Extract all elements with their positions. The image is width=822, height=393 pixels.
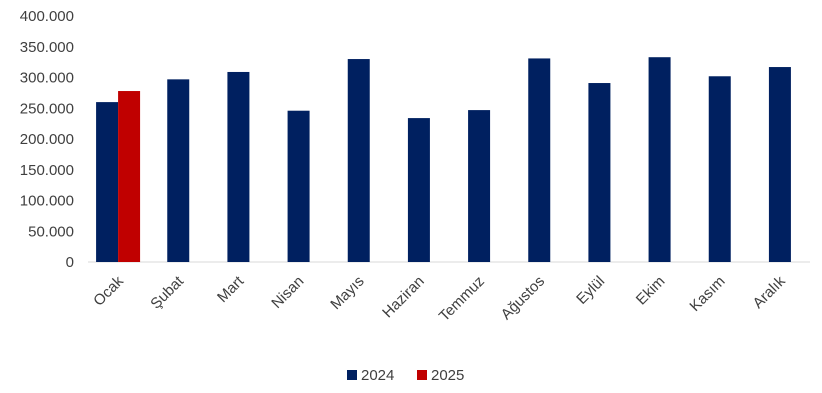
bar-2024-haziran [407,118,430,262]
bar-2024-ağustos [528,58,551,263]
y-tick-label: 250.000 [20,100,74,117]
x-tick-label: Şubat [147,272,187,312]
x-tick-label: Mart [214,272,248,306]
y-tick-label: 200.000 [20,131,74,148]
legend-swatch-2024 [347,370,357,380]
bar-2024-kasım [708,76,731,263]
x-tick-label: Kasım [686,273,728,315]
legend: 2024 2025 [347,367,464,384]
bar-2024-temmuz [468,110,491,262]
y-tick-label: 100.000 [20,193,74,210]
bar-2024-ocak [96,102,119,262]
bar-2024-mayıs [347,59,370,262]
bars-group [96,57,791,263]
bar-2024-mart [227,71,250,262]
legend-swatch-2025 [417,370,427,380]
y-tick-label: 50.000 [28,223,74,240]
y-tick-label: 300.000 [20,70,74,87]
x-tick-label: Mayıs [327,273,367,313]
x-tick-label: Ekim [633,273,669,309]
y-tick-label: 400.000 [20,8,74,25]
legend-label-2024: 2024 [361,367,394,384]
bar-2024-şubat [167,79,190,262]
x-tick-label: Nisan [268,273,307,312]
x-tick-label: Haziran [379,273,428,322]
y-tick-label: 150.000 [20,162,74,179]
legend-label-2025: 2025 [431,367,464,384]
x-tick-label: Ağustos [498,273,548,323]
x-tick-label: Aralık [750,272,789,311]
y-tick-label: 0 [66,254,74,271]
bar-2024-aralık [768,67,791,262]
x-tick-label: Eylül [573,273,608,308]
bar-2024-nisan [287,110,310,263]
bar-2024-eylül [588,83,611,262]
x-axis-tick-labels: Ocak Şubat Mart Nisan Mayıs Haziran Temmuz Ağus… [90,272,789,325]
x-tick-label: Temmuz [436,273,488,325]
bar-2025-ocak [118,91,141,262]
x-tick-label: Ocak [90,272,127,309]
bar-2024-ekim [648,57,671,262]
y-axis-tick-labels: 400.000 350.000 300.000 250.000 200.000 150.0… [20,8,74,271]
y-tick-label: 350.000 [20,39,74,56]
